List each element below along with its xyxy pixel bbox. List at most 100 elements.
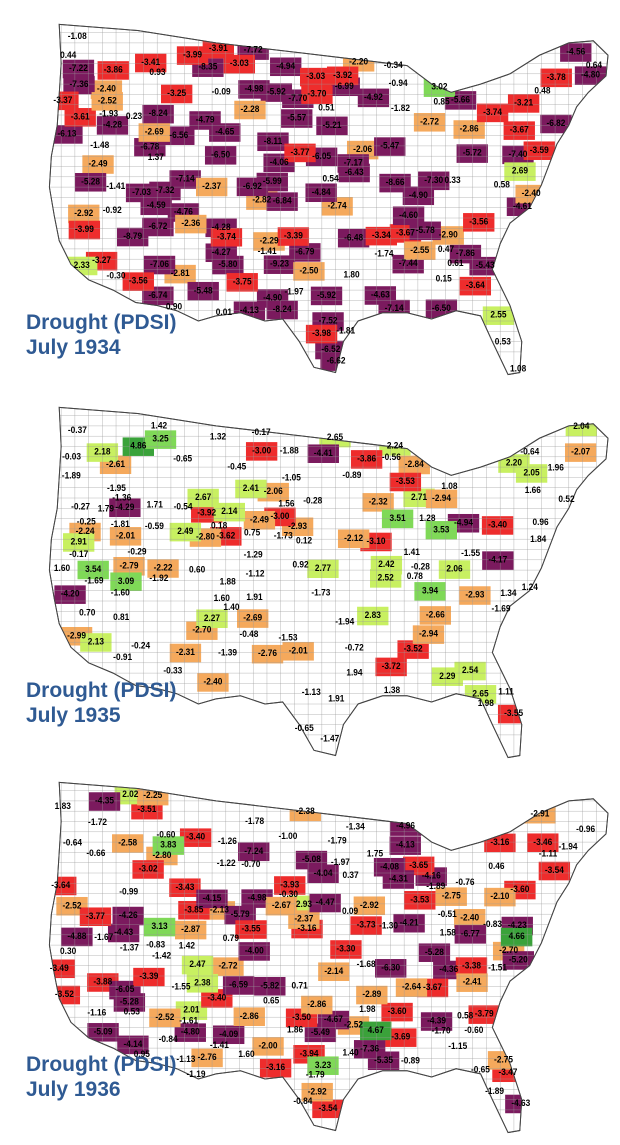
pdsi-region [133,967,165,987]
pdsi-region [204,146,237,165]
pdsi-value-label: -4.13 [240,305,259,315]
pdsi-value-label: -3.00 [270,511,289,521]
pdsi-region [364,286,397,305]
pdsi-region [523,141,555,160]
pdsi-value-label: -4.35 [95,795,114,805]
pdsi-value-label: -4.56 [566,46,585,56]
pdsi-value-label: -4.16 [422,870,441,880]
pdsi-value-label: -0.64 [63,837,82,847]
pdsi-value-label: -3.40 [207,992,226,1002]
pdsi-map-1935: -1.88 -1.73 -1.69 -1.55 -1.69 0.75 1.42 1.66 -0.… [48,406,609,759]
pdsi-value-label: -0.91 [113,652,132,662]
pdsi-value-label: -4.20 [61,589,80,599]
pdsi-value-label: 0.33 [445,175,461,185]
pdsi-value-label: 1.94 [346,667,362,677]
pdsi-value-label: -5.35 [374,1055,393,1065]
pdsi-value-label: -2.94 [432,493,451,503]
pdsi-region [282,642,314,661]
pdsi-region [560,43,592,62]
pdsi-value-label: -4.59 [147,200,166,210]
pdsi-value-label: -2.40 [522,188,541,198]
pdsi-value-label: -6.79 [295,246,314,256]
pdsi-value-label: -1.61 [179,1016,198,1026]
pdsi-region [289,243,321,262]
pdsi-value-label: 0.92 [293,559,309,569]
pdsi-value-label: -3.78 [547,72,566,82]
pdsi-value-label: 1.32 [210,432,226,442]
pdsi-value-label: -6.74 [148,290,167,300]
pdsi-value-label: -2.06 [264,486,283,496]
pdsi-value-label: -3.38 [462,960,481,970]
pdsi-value-label: 0.18 [211,520,227,530]
pdsi-value-label: -8.11 [264,136,283,146]
pdsi-value-label: 2.65 [327,432,343,442]
pdsi-value-label: -3.98 [312,328,331,338]
pdsi-value-label: -6.59 [229,979,248,989]
pdsi-region [235,479,267,499]
pdsi-value-label: -1.47 [320,733,339,743]
pdsi-value-label: -3.16 [298,923,317,933]
pdsi-value-label: -3.67 [423,982,442,992]
pdsi-region [362,493,394,512]
pdsi-value-label: -5.47 [380,140,399,150]
pdsi-value-label: -2.86 [460,123,479,133]
pdsi-region [197,673,229,692]
pdsi-value-label: 2.67 [195,492,211,502]
pdsi-value-label: -1.15 [448,1041,467,1051]
pdsi-value-label: 1.11 [498,686,514,696]
pdsi-region [305,324,338,344]
pdsi-value-label: 4.66 [509,931,525,941]
pdsi-value-label: -0.30 [279,889,298,899]
pdsi-value-label: 2.02 [122,789,138,799]
pdsi-value-label: 1.91 [246,592,262,602]
pdsi-value-label: -3.25 [167,88,186,98]
pdsi-value-label: -3.91 [209,43,228,53]
pdsi-value-label: 2.33 [74,260,90,270]
pdsi-value-label: -0.29 [128,546,147,556]
pdsi-region [453,120,485,139]
pdsi-value-label: -4.28 [103,119,122,129]
pdsi-region [226,273,258,292]
pdsi-value-label: -7.14 [176,173,195,183]
pdsi-region [117,1035,149,1055]
pdsi-value-label: 1.79 [98,504,114,514]
pdsi-value-label: -4.67 [324,1014,343,1024]
pdsi-value-label: -4.98 [248,892,267,902]
pdsi-value-label: -0.60 [156,829,175,839]
pdsi-value-label: -2.69 [243,612,262,622]
map-caption-1936: Drought (PDSI) July 1936 [26,1052,176,1102]
pdsi-value-label: -3.30 [336,943,355,953]
pdsi-value-label: 0.15 [436,273,452,283]
pdsi-value-label: -1.53 [279,632,298,642]
pdsi-value-label: 3.09 [118,576,134,586]
pdsi-value-label: -3.46 [533,837,552,847]
pdsi-value-label: -3.03 [306,71,325,81]
pdsi-region [326,66,359,86]
pdsi-value-label: -2.52 [155,1012,174,1022]
pdsi-value-label: 4.67 [368,1025,384,1035]
pdsi-value-label: 2.91 [71,536,87,546]
pdsi-value-label: -2.22 [154,562,173,572]
pdsi-region [374,137,406,156]
pdsi-value-label: -3.64 [466,280,485,290]
pdsi-region [500,927,533,947]
pdsi-region [484,887,516,907]
pdsi-region [307,444,339,463]
pdsi-value-label: -4.31 [389,873,408,883]
pdsi-value-label: -5.78 [416,225,435,235]
pdsi-region [482,306,515,325]
pdsi-value-label: -0.83 [146,939,165,949]
pdsi-region [330,940,362,959]
pdsi-region [293,262,325,281]
pdsi-value-label: -0.17 [252,427,271,437]
pdsi-value-label: -5.08 [302,854,321,864]
pdsi-value-label: -2.20 [349,56,368,66]
pdsi-value-label: -3.67 [396,227,415,237]
pdsi-value-label: -3.54 [318,1103,337,1113]
pdsi-value-label: -7.32 [155,185,174,195]
pdsi-region [213,502,245,522]
pdsi-value-label: -2.80 [152,850,171,860]
pdsi-region [241,889,273,908]
pdsi-region [253,232,285,251]
caption-title: Drought (PDSI) [26,311,177,334]
